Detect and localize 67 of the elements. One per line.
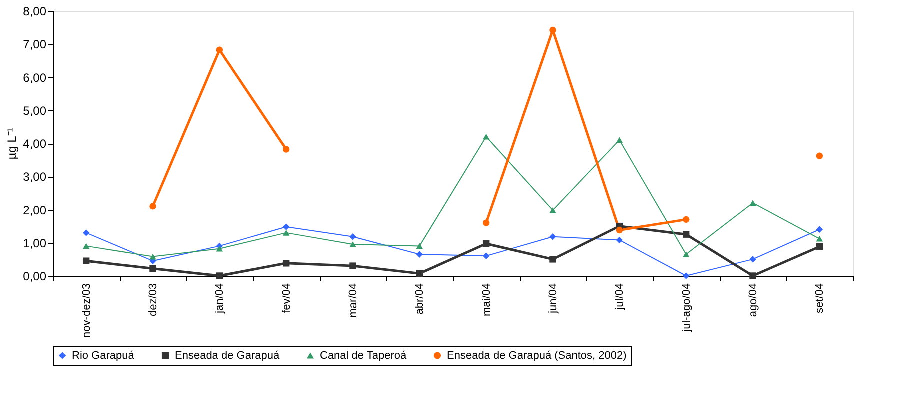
y-tick-label: 3,00 bbox=[23, 170, 47, 184]
point bbox=[816, 243, 824, 250]
point bbox=[82, 230, 90, 236]
point bbox=[816, 152, 824, 160]
point bbox=[616, 137, 624, 144]
x-tick-label: jun/04 bbox=[548, 284, 560, 314]
point bbox=[550, 26, 556, 34]
y-tick-label: 1,00 bbox=[23, 236, 47, 250]
point bbox=[416, 243, 424, 250]
point bbox=[82, 258, 90, 264]
point bbox=[282, 230, 290, 236]
point bbox=[750, 200, 756, 206]
point bbox=[350, 262, 356, 270]
x-tick-label: set/04 bbox=[814, 284, 826, 314]
y-tick-label: 0,00 bbox=[23, 270, 47, 284]
point bbox=[750, 272, 756, 280]
point bbox=[816, 236, 824, 242]
point bbox=[550, 208, 556, 214]
point bbox=[482, 220, 490, 226]
point bbox=[82, 243, 90, 250]
y-tick-label: 2,00 bbox=[23, 203, 47, 218]
point bbox=[750, 256, 756, 263]
point bbox=[616, 226, 624, 234]
point bbox=[482, 240, 490, 248]
point bbox=[216, 246, 224, 252]
point bbox=[150, 265, 156, 272]
x-tick-label: nov-dez/03 bbox=[80, 284, 93, 338]
point bbox=[282, 146, 290, 153]
x-tick-label: jul-ago/04 bbox=[680, 284, 693, 333]
point bbox=[416, 251, 424, 258]
y-tick-label: 4,00 bbox=[23, 137, 47, 151]
y-tick-label: 8,00 bbox=[23, 4, 47, 18]
x-tick-label: mar/04 bbox=[348, 284, 360, 318]
y-tick-label: 6,00 bbox=[23, 70, 47, 85]
y-tick-label: 5,00 bbox=[23, 104, 47, 118]
point bbox=[682, 216, 690, 224]
legend-label: Rio Garapuá bbox=[72, 350, 136, 362]
y-tick-label: 7,00 bbox=[23, 38, 47, 52]
point bbox=[150, 254, 156, 260]
y-axis-title: µg L⁻¹ bbox=[5, 128, 20, 160]
x-tick-label: abr/04 bbox=[414, 284, 426, 315]
legend-label: Enseada de Garapuá bbox=[175, 350, 280, 362]
point bbox=[150, 203, 156, 210]
x-tick-label: jul/04 bbox=[614, 284, 626, 311]
x-tick-label: ago/04 bbox=[748, 284, 760, 318]
x-tick-label: dez/03 bbox=[148, 284, 160, 317]
point bbox=[682, 252, 690, 258]
point bbox=[282, 224, 290, 230]
point bbox=[216, 46, 224, 54]
point bbox=[682, 231, 690, 238]
point bbox=[816, 226, 824, 233]
x-tick-label: jan/04 bbox=[214, 284, 226, 314]
legend-label: Enseada de Garapuá (Santos, 2002) bbox=[447, 350, 627, 362]
legend-label: Canal de Taperoá bbox=[320, 350, 408, 362]
point bbox=[550, 234, 556, 240]
point bbox=[350, 234, 356, 240]
x-tick-label: mai/04 bbox=[480, 284, 493, 317]
point bbox=[216, 272, 224, 280]
point bbox=[416, 270, 424, 278]
point bbox=[682, 272, 690, 280]
x-tick-label: fev/04 bbox=[280, 284, 293, 314]
point bbox=[482, 134, 490, 140]
point bbox=[350, 242, 356, 248]
point bbox=[282, 260, 290, 267]
point bbox=[550, 256, 556, 263]
point bbox=[482, 252, 490, 260]
point bbox=[616, 236, 624, 244]
